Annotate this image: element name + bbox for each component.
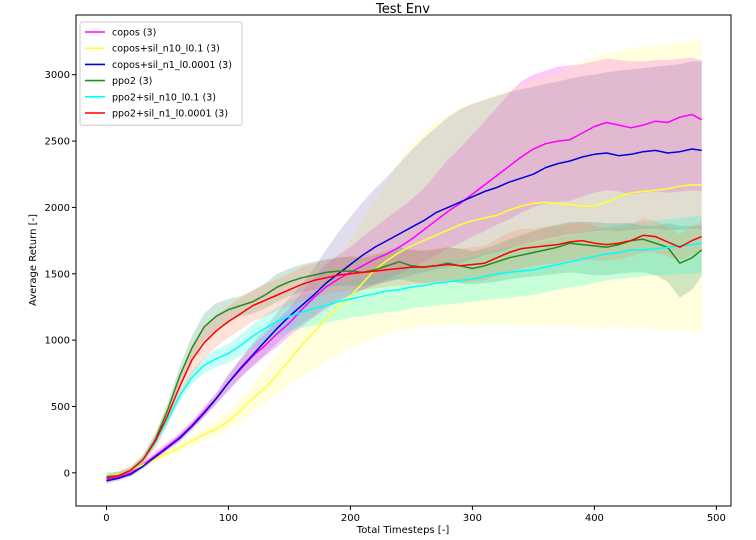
series-line-4 [106, 242, 702, 479]
legend-label-4: ppo2+sil_n10_l0.1 (3) [112, 92, 216, 103]
series-band-0 [106, 57, 702, 484]
y-tick-label: 500 [51, 402, 70, 413]
y-tick-label: 2500 [45, 137, 70, 148]
x-tick-label: 100 [219, 513, 238, 524]
y-tick-label: 3000 [45, 70, 70, 81]
x-axis-label: Total Timesteps [-] [356, 525, 450, 536]
series-band-2 [106, 61, 702, 484]
x-tick-label: 500 [707, 513, 726, 524]
series-line-2 [106, 148, 702, 482]
legend-label-1: copos+sil_n10_l0.1 (3) [112, 44, 220, 55]
legend-label-3: ppo2 (3) [112, 76, 152, 87]
legend-label-5: ppo2+sil_n1_l0.0001 (3) [112, 109, 228, 120]
series-line-5 [106, 234, 702, 479]
y-tick-label: 0 [64, 468, 70, 479]
series-lines [106, 113, 703, 482]
series-band-3 [106, 222, 702, 481]
x-tick-label: 300 [463, 513, 482, 524]
series-band-5 [106, 218, 702, 481]
x-tick-label: 0 [103, 513, 109, 524]
legend: copos (3) copos+sil_n10_l0.1 (3) copos+sil… [79, 21, 243, 126]
legend-label-0: copos (3) [112, 28, 156, 39]
x-axis-ticks: 0 100 200 300 400 500 [103, 506, 726, 524]
x-tick-label: 200 [341, 513, 360, 524]
confidence-bands [106, 40, 702, 484]
plot-frame [75, 14, 732, 507]
y-tick-label: 1500 [45, 269, 70, 280]
y-axis-ticks: 0 500 1000 1500 2000 2500 3000 [45, 70, 76, 479]
chart-title: Test Env [375, 2, 430, 17]
y-tick-label: 1000 [45, 336, 70, 347]
legend-label-2: copos+sil_n1_l0.0001 (3) [112, 60, 232, 71]
y-axis-label: Average Return [-] [28, 214, 39, 306]
x-tick-label: 400 [585, 513, 604, 524]
y-tick-label: 2000 [45, 203, 70, 214]
series-band-1 [106, 40, 702, 481]
series-line-3 [106, 238, 703, 478]
series-band-4 [106, 215, 702, 481]
series-line-1 [106, 184, 702, 478]
legend-box [79, 21, 243, 126]
